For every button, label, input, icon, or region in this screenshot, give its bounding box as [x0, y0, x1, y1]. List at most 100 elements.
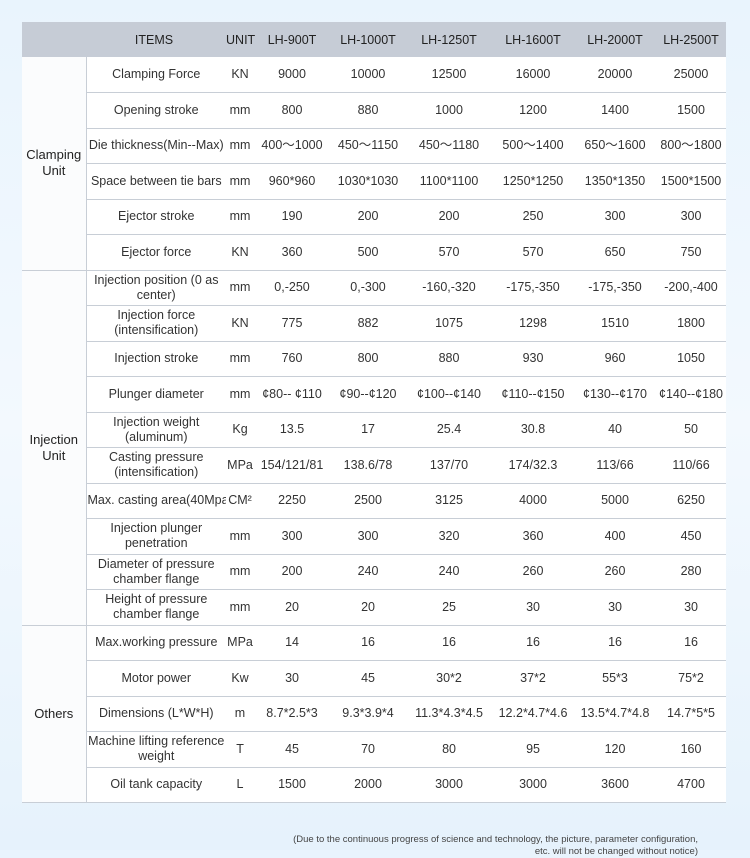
value-cell: 775: [254, 305, 331, 342]
unit-cell: mm: [226, 376, 255, 413]
header-model: LH-1000T: [340, 32, 396, 47]
value-cell: ¢140--¢180: [656, 376, 727, 413]
table-row: Diameter of pressure chamber flange mm 200…: [22, 554, 727, 590]
value-cell: 174/32.3: [492, 447, 575, 484]
header-model: LH-2000T: [587, 32, 643, 47]
unit-cell: L: [226, 767, 255, 803]
header-model: LH-900T: [267, 32, 317, 47]
value-cell: 200: [330, 199, 407, 235]
value-cell: 13.5: [254, 412, 331, 448]
unit-cell: mm: [226, 341, 255, 377]
value-cell: 3125: [406, 483, 493, 519]
header-items: ITEMS: [134, 32, 174, 47]
spec-table-body: Clamping Unit Clamping Force KN 9000 10000 12…: [22, 57, 727, 803]
unit-cell: KN: [226, 305, 255, 342]
table-row: Ejector stroke mm 190 200 200 250 300 300: [22, 199, 727, 235]
item-label: Injection plunger penetration: [86, 518, 227, 555]
unit-cell: T: [226, 731, 255, 768]
value-cell: 300: [574, 199, 657, 235]
value-cell: -175,-350: [574, 270, 657, 306]
value-cell: 960*960: [254, 163, 331, 200]
value-cell: 800: [330, 341, 407, 377]
value-cell: 16: [574, 625, 657, 661]
unit-cell: mm: [226, 163, 255, 200]
value-cell: 40: [574, 412, 657, 448]
value-cell: 154/121/81: [254, 447, 331, 484]
unit-cell: mm: [226, 92, 255, 129]
value-cell: 1050: [656, 341, 727, 377]
unit-cell: mm: [226, 199, 255, 235]
value-cell: 260: [492, 554, 575, 590]
value-cell: 1100*1100: [406, 163, 493, 200]
item-label: Machine lifting reference weight: [86, 731, 227, 768]
value-cell: 20: [330, 589, 407, 626]
value-cell: 800: [254, 92, 331, 129]
value-cell: 930: [492, 341, 575, 377]
value-cell: 14.7*5*5: [656, 696, 727, 732]
value-cell: 1400: [574, 92, 657, 129]
value-cell: 110/66: [656, 447, 727, 484]
value-cell: 75*2: [656, 660, 727, 697]
value-cell: 138.6/78: [330, 447, 407, 484]
value-cell: 400～1000: [254, 128, 331, 164]
table-row: Machine lifting reference weight T 45 70 80 9…: [22, 731, 727, 768]
value-cell: 960: [574, 341, 657, 377]
value-cell: 113/66: [574, 447, 657, 484]
table-row: Injection force (intensification) KN 775 88…: [22, 305, 727, 342]
value-cell: 1000: [406, 92, 493, 129]
value-cell: 20000: [574, 57, 657, 93]
value-cell: 280: [656, 554, 727, 590]
value-cell: 17: [330, 412, 407, 448]
value-cell: -160,-320: [406, 270, 493, 306]
value-cell: 360: [492, 518, 575, 555]
value-cell: 3000: [406, 767, 493, 803]
item-label: Injection force (intensification): [86, 305, 227, 342]
group-label: Clamping Unit: [22, 57, 87, 271]
value-cell: ¢80-- ¢110: [254, 376, 331, 413]
value-cell: 120: [574, 731, 657, 768]
value-cell: 650: [574, 234, 657, 271]
value-cell: 450～1150: [330, 128, 407, 164]
value-cell: 200: [254, 554, 331, 590]
item-label: Opening stroke: [86, 92, 227, 129]
header-unit: UNIT: [226, 32, 256, 47]
value-cell: 800～1800: [656, 128, 727, 164]
item-label: Casting pressure (intensification): [86, 447, 227, 484]
item-label: Max. casting area(40Mpa): [86, 483, 227, 519]
item-label: Plunger diameter: [86, 376, 227, 413]
value-cell: 16: [406, 625, 493, 661]
value-cell: 1200: [492, 92, 575, 129]
value-cell: 9.3*3.9*4: [330, 696, 407, 732]
value-cell: 30.8: [492, 412, 575, 448]
table-row: Injection Unit Injection position (0 as c…: [22, 270, 727, 626]
table-row: Casting pressure (intensification) MPa 154…: [22, 447, 727, 484]
value-cell: 45: [330, 660, 407, 697]
table-row: Space between tie bars mm 960*960 1030*1030…: [22, 163, 727, 200]
value-cell: 4700: [656, 767, 727, 803]
value-cell: 880: [406, 341, 493, 377]
value-cell: 1500: [656, 92, 727, 129]
group-label: Others: [22, 625, 87, 803]
item-label: Diameter of pressure chamber flange: [86, 554, 227, 590]
value-cell: 190: [254, 199, 331, 235]
value-cell: 1500: [254, 767, 331, 803]
value-cell: 14: [254, 625, 331, 661]
unit-cell: KN: [226, 57, 255, 93]
value-cell: 12.2*4.7*4.6: [492, 696, 575, 732]
spec-sheet: ITEMS UNIT LH-900T LH-1000T LH-1250T LH-…: [22, 22, 727, 857]
value-cell: 240: [330, 554, 407, 590]
unit-cell: MPa: [226, 447, 255, 484]
item-label: Height of pressure chamber flange: [86, 589, 227, 626]
value-cell: 160: [656, 731, 727, 768]
value-cell: 30: [574, 589, 657, 626]
value-cell: ¢100--¢140: [406, 376, 493, 413]
item-label: Oil tank capacity: [86, 767, 227, 803]
value-cell: 1350*1350: [574, 163, 657, 200]
value-cell: 1510: [574, 305, 657, 342]
table-row: Max. casting area(40Mpa) CM² 2250 2500 3125 4…: [22, 483, 727, 519]
value-cell: 320: [406, 518, 493, 555]
table-row: Ejector force KN 360 500 570 570 650 750: [22, 234, 727, 271]
value-cell: 1800: [656, 305, 727, 342]
item-label: Ejector stroke: [86, 199, 227, 235]
item-label: Max.working pressure: [86, 625, 227, 661]
